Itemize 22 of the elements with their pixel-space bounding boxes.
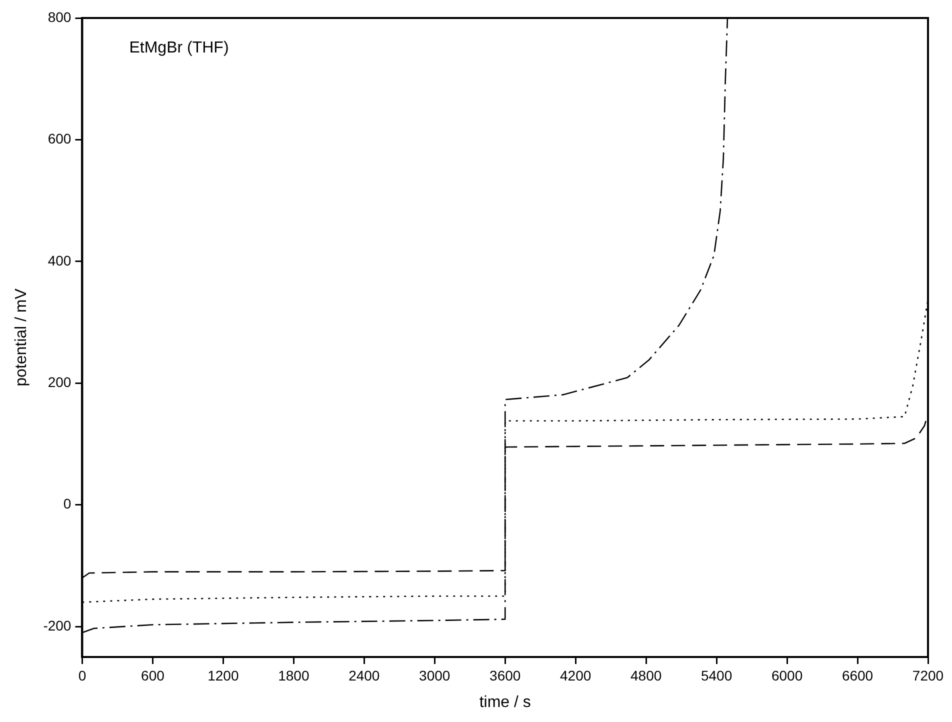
- y-tick-label: 800: [48, 8, 72, 25]
- y-tick-label: 400: [48, 252, 72, 268]
- x-tick-label: 7200: [912, 667, 944, 684]
- x-tick-label: 1800: [278, 667, 310, 684]
- y-tick-label: 200: [48, 374, 72, 390]
- x-tick-label: 6000: [771, 667, 803, 684]
- x-tick-label: 3600: [490, 667, 521, 684]
- x-axis-title: time / s: [479, 694, 531, 711]
- x-tick-label: 4200: [560, 667, 592, 684]
- x-tick-label: 0: [78, 667, 86, 684]
- x-tick-label: 600: [141, 667, 165, 684]
- x-tick-label: 1200: [208, 667, 239, 684]
- x-tick-label: 5400: [700, 667, 732, 684]
- annotation: EtMgBr (THF): [129, 39, 229, 56]
- x-tick-label: 4800: [630, 667, 662, 684]
- x-tick-label: 6600: [842, 667, 874, 684]
- y-axis-title: potential / mV: [13, 288, 30, 386]
- x-tick-label: 2400: [348, 667, 380, 684]
- y-tick-label: -200: [43, 617, 72, 634]
- x-tick-label: 3000: [419, 667, 450, 684]
- y-tick-label: 0: [63, 496, 72, 512]
- y-tick-label: 600: [48, 130, 72, 147]
